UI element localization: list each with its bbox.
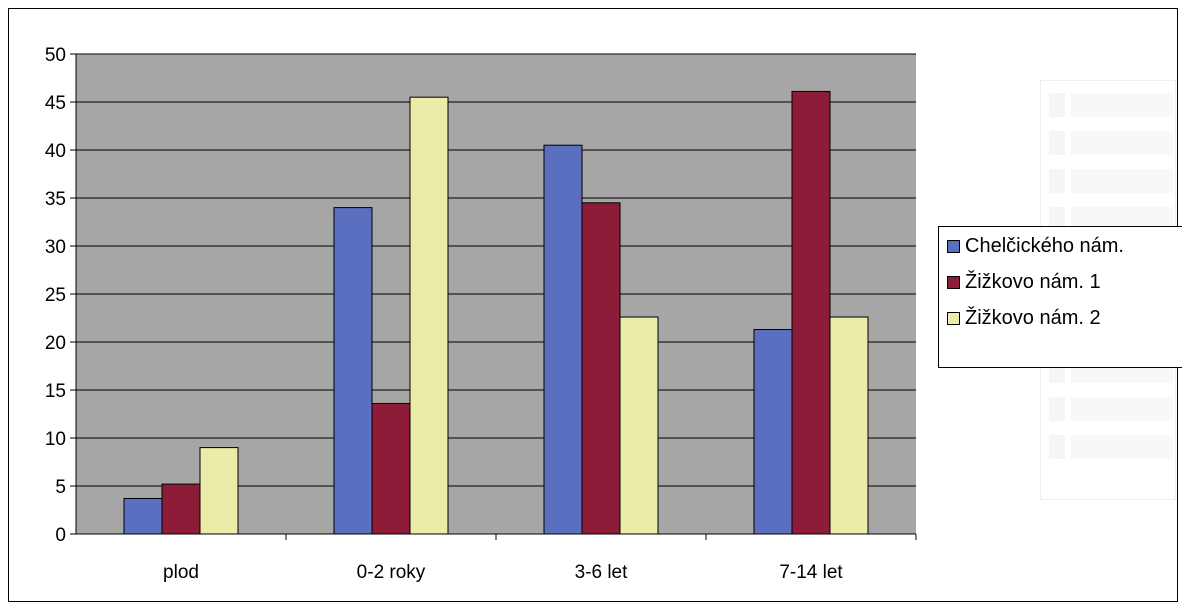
- bar: [161, 483, 201, 535]
- y-tick-label: 10: [45, 429, 66, 450]
- legend-entry: Žižkovo nám. 1: [947, 267, 1101, 297]
- legend-label: Žižkovo nám. 2: [965, 306, 1101, 329]
- bar: [619, 316, 659, 535]
- legend-entry: Žižkovo nám. 2: [947, 303, 1101, 333]
- bar: [543, 144, 583, 535]
- legend-label: Žižkovo nám. 1: [965, 270, 1101, 293]
- y-tick-label: 15: [45, 381, 66, 402]
- bar: [409, 96, 449, 535]
- bars: [123, 90, 869, 535]
- x-tick-label: 7-14 let: [779, 562, 843, 583]
- tick-labels: 0 5 10 15 20 25 30 35 40 45 50 plod 0-2 roky 3-6 let 7…: [45, 45, 844, 583]
- y-tick-label: 30: [45, 237, 66, 258]
- bar: [371, 402, 411, 535]
- y-tick-label: 40: [45, 141, 66, 162]
- y-tick-label: 5: [55, 477, 66, 498]
- legend-label: Chelčického nám.: [965, 234, 1124, 257]
- bar: [199, 447, 239, 535]
- legend-entry: Chelčického nám.: [947, 231, 1124, 261]
- legend-swatch: [947, 311, 960, 325]
- bar: [753, 329, 793, 535]
- legend-swatch: [947, 275, 960, 289]
- bar: [829, 316, 869, 535]
- x-tick-label: plod: [163, 562, 199, 583]
- bar: [333, 207, 373, 535]
- legend: Chelčického nám. Žižkovo nám. 1 Žižkovo …: [938, 226, 1182, 368]
- y-tick-label: 0: [55, 525, 66, 546]
- y-tick-label: 35: [45, 189, 66, 210]
- x-tick-label: 3-6 let: [575, 562, 629, 583]
- legend-swatch: [947, 239, 960, 253]
- x-tick-label: 0-2 roky: [357, 562, 426, 583]
- axes: [70, 53, 917, 540]
- y-tick-label: 45: [45, 93, 66, 114]
- bar: [123, 497, 163, 535]
- y-tick-label: 50: [45, 45, 66, 66]
- y-tick-label: 25: [45, 285, 66, 306]
- bar: [581, 202, 621, 535]
- y-tick-label: 20: [45, 333, 66, 354]
- bar: [791, 90, 831, 535]
